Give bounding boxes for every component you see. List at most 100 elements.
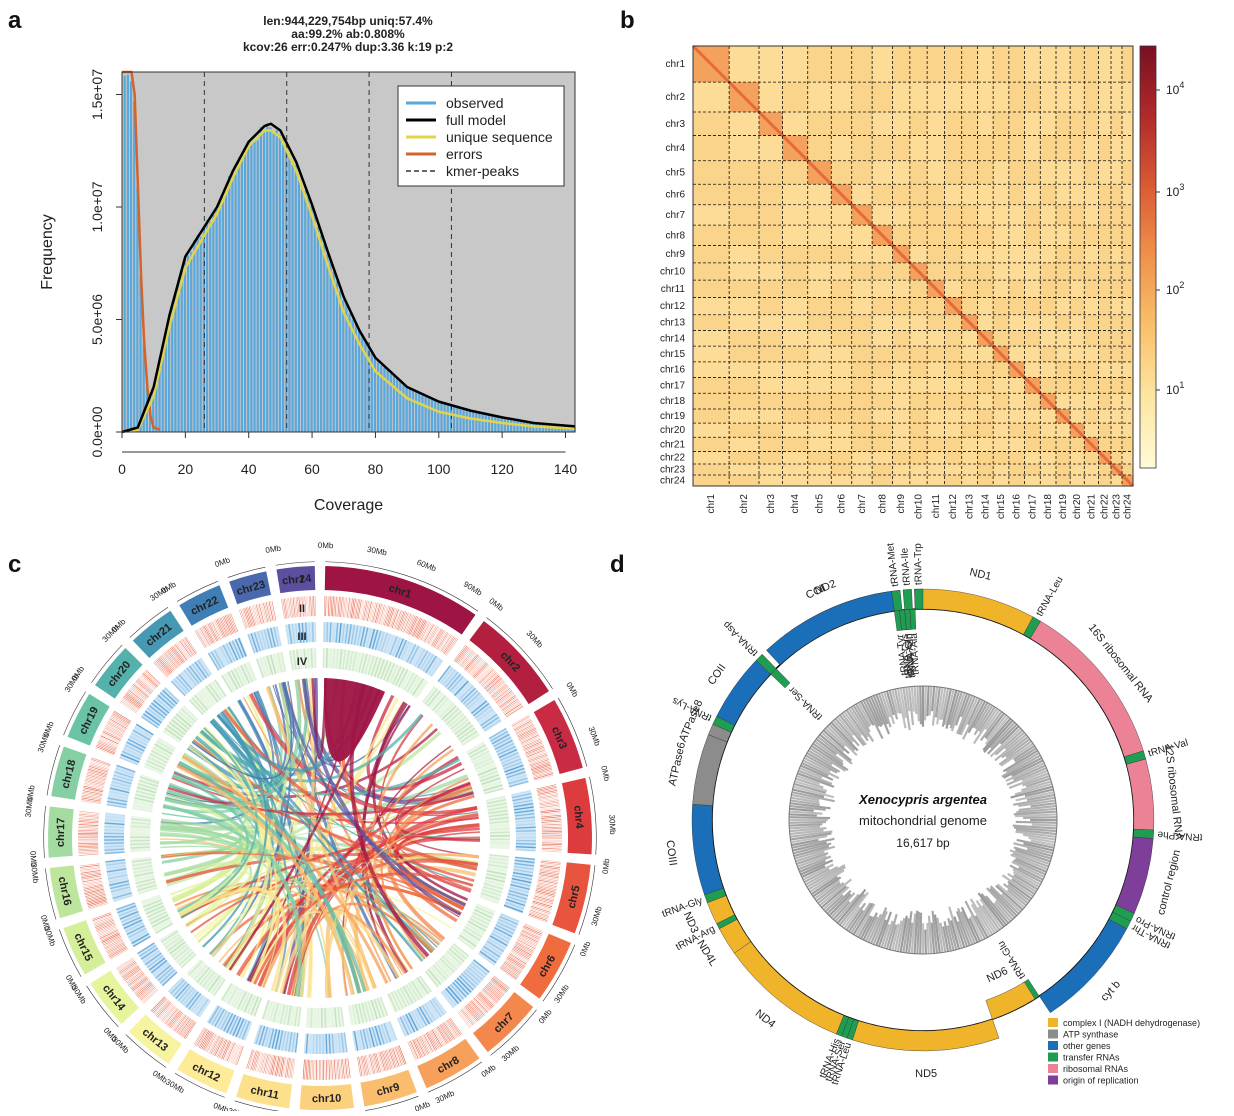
track2-density-line	[442, 1023, 453, 1040]
track2-density-line	[312, 596, 313, 616]
heatmap-block	[1084, 280, 1098, 297]
observed-bar	[184, 258, 186, 432]
panel-letter-c: c	[8, 551, 21, 578]
heatmap-diagonal-block	[729, 82, 759, 112]
track2-density-line	[309, 596, 310, 616]
heatmap-block	[910, 393, 927, 409]
observed-bar	[310, 206, 312, 432]
heatmap-block	[993, 393, 1009, 409]
heatmap-block	[993, 423, 1009, 437]
heatmap-block	[872, 393, 892, 409]
heatmap-block	[872, 46, 892, 82]
track2-density-line	[79, 820, 99, 821]
heatmap-block	[1084, 423, 1098, 437]
row-label: chr4	[666, 143, 686, 154]
track2-density-line	[87, 773, 106, 778]
track2-density-line	[289, 598, 292, 618]
heatmap-block	[831, 423, 851, 437]
heatmap-block	[927, 315, 944, 331]
observed-bar	[428, 398, 430, 432]
col-label: chr6	[837, 494, 848, 514]
heatmap-block	[783, 378, 808, 394]
x-tick-label: 100	[427, 461, 451, 477]
heatmap-block	[852, 161, 872, 185]
track2-density-line	[382, 606, 388, 625]
track2-density-line	[443, 1022, 454, 1039]
feature-label: 12S ribosomal RNA	[1162, 743, 1185, 841]
heatmap-block	[1122, 315, 1133, 331]
legend-label: full model	[446, 112, 506, 128]
heatmap-block	[910, 246, 927, 263]
heatmap-block	[927, 112, 944, 136]
observed-bar	[250, 143, 252, 432]
heatmap-block	[910, 378, 927, 394]
heatmap-block	[1111, 346, 1122, 362]
heatmap-block	[759, 297, 783, 314]
heatmap-block	[831, 297, 851, 314]
heatmap-block	[977, 136, 993, 161]
heatmap-block	[893, 297, 910, 314]
observed-bar	[418, 393, 420, 432]
track2-density-line	[180, 1019, 192, 1035]
track2-density-line	[87, 772, 106, 777]
heatmap-diagonal-block	[993, 346, 1009, 362]
heatmap-block	[977, 280, 993, 297]
heatmap-block	[759, 46, 783, 82]
track2-density-line	[542, 828, 562, 829]
heatmap-block	[962, 451, 978, 464]
heatmap-block	[910, 330, 927, 346]
heatmap-block	[872, 330, 892, 346]
row-label: chr7	[666, 210, 686, 221]
heatmap-block	[977, 297, 993, 314]
track2-density-line	[185, 637, 196, 654]
heatmap-block	[1009, 246, 1025, 263]
scale-tick-label: 60Mb	[416, 558, 438, 574]
heatmap-block	[944, 378, 961, 394]
scale-tick-label: 0Mb	[414, 1099, 432, 1111]
track2-density-line	[332, 596, 333, 616]
track2-density-line	[444, 637, 455, 654]
heatmap-block	[872, 409, 892, 423]
track2-density-line	[81, 801, 101, 804]
track2-density-line	[404, 614, 412, 633]
heatmap-block	[1056, 464, 1070, 475]
track2-density-line	[78, 830, 98, 831]
track2-density-line	[123, 697, 139, 709]
heatmap-block	[1040, 225, 1056, 245]
track2-density-line	[533, 771, 552, 777]
track2-density-line	[87, 900, 106, 906]
heatmap-block	[1122, 393, 1133, 409]
scale-arc	[276, 561, 315, 565]
observed-bar	[301, 186, 303, 432]
heatmap-block	[1111, 184, 1122, 204]
track2-density-line	[125, 969, 141, 981]
heatmap-block	[962, 330, 978, 346]
genome-feature	[910, 609, 916, 629]
heatmap-block	[831, 161, 851, 185]
heatmap-block	[1111, 161, 1122, 185]
track2-density-line	[383, 606, 389, 625]
track4-heat-line	[315, 648, 316, 668]
heatmap-block	[1084, 330, 1098, 346]
scale-tick-label: 0Mb	[564, 681, 580, 699]
observed-bar	[463, 409, 465, 432]
heatmap-block	[1111, 246, 1122, 263]
track2-density-line	[288, 1058, 291, 1078]
heatmap-block	[872, 297, 892, 314]
heatmap-block	[1056, 362, 1070, 378]
col-label: chr16	[1012, 494, 1023, 519]
gc-content-line	[1032, 825, 1057, 826]
panel-letter-b: b	[620, 7, 635, 34]
heatmap-block	[962, 346, 978, 362]
heatmap-block	[927, 246, 944, 263]
row-label: chr17	[660, 380, 685, 391]
heatmap-block	[693, 378, 729, 394]
legend-label: ATP synthase	[1063, 1030, 1118, 1040]
observed-bar	[212, 215, 214, 432]
track2-density-line	[78, 849, 98, 850]
track2-density-line	[89, 903, 108, 909]
heatmap-block	[1122, 112, 1133, 136]
panel-b-hic-heatmap: chr1chr1chr2chr2chr3chr3chr4chr4chr5chr5…	[660, 46, 1184, 519]
heatmap-block	[1056, 161, 1070, 185]
track2-density-line	[122, 966, 138, 978]
